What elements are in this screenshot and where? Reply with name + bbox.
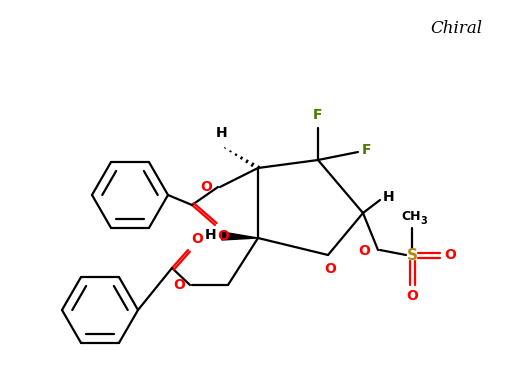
- Text: O: O: [173, 278, 185, 292]
- Text: O: O: [200, 180, 212, 194]
- Text: O: O: [406, 289, 418, 303]
- Text: H: H: [204, 228, 216, 242]
- Text: F: F: [313, 108, 323, 122]
- Text: O: O: [324, 262, 336, 276]
- Text: S: S: [407, 248, 417, 263]
- Text: O: O: [217, 229, 229, 243]
- Polygon shape: [222, 232, 258, 240]
- Text: F: F: [362, 143, 372, 157]
- Text: O: O: [191, 232, 203, 246]
- Text: 3: 3: [420, 216, 426, 226]
- Text: CH: CH: [401, 210, 421, 223]
- Text: H: H: [216, 126, 228, 140]
- Text: H: H: [383, 190, 395, 204]
- Text: O: O: [358, 244, 370, 258]
- Text: O: O: [444, 248, 456, 262]
- Text: Chiral: Chiral: [430, 20, 482, 37]
